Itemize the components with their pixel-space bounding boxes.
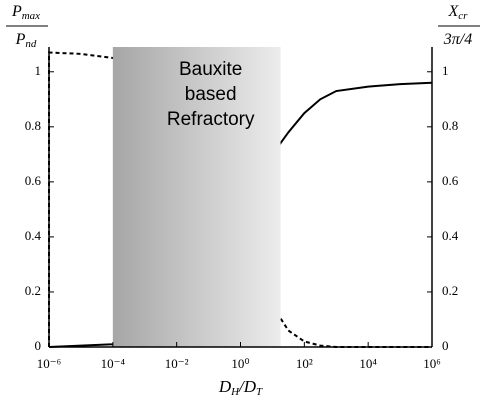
y-label-denominator-part: P — [15, 31, 26, 48]
y-label-numerator-part: max — [22, 10, 40, 22]
x-tick-label: 10⁻⁴ — [101, 356, 126, 371]
x-label-part: T — [256, 386, 263, 398]
annotation: Refractory — [167, 109, 255, 130]
y-label-numerator: Pmax — [11, 3, 40, 22]
y-label-denominator-part: nd — [25, 38, 37, 50]
y2-label-denominator-part: 3π/4 — [443, 31, 472, 48]
y2-label-denominator: 3π/4 — [443, 31, 472, 48]
y-label-numerator-part: P — [11, 3, 22, 20]
x-tick-label: 10⁻⁶ — [37, 356, 61, 371]
x-label-part: D — [218, 377, 232, 396]
y2-label-numerator-part: cr — [458, 10, 468, 22]
y-tick-label: 0.4 — [25, 228, 42, 243]
y2-label-numerator: Xcr — [448, 3, 469, 22]
x-label-part: H — [230, 386, 240, 398]
y2-tick-label: 0 — [442, 338, 449, 353]
x-tick-label: 10⁶ — [423, 356, 441, 371]
y-tick-label: 0.6 — [25, 173, 42, 188]
y2-tick-label: 1 — [442, 63, 449, 78]
x-tick-label: 10² — [296, 356, 313, 371]
x-label: DH/DT — [218, 377, 263, 398]
annotation: Bauxite — [179, 59, 242, 80]
y-tick-label: 1 — [35, 63, 42, 78]
x-tick-label: 10⁻² — [165, 356, 189, 371]
x-tick-label: 10⁴ — [359, 356, 377, 371]
annotation: based — [185, 84, 237, 105]
y2-tick-label: 0.2 — [442, 283, 458, 298]
y-tick-label: 0 — [35, 338, 42, 353]
y2-tick-label: 0.8 — [442, 118, 458, 133]
y-tick-label: 0.8 — [25, 118, 41, 133]
highlight-region — [112, 47, 281, 347]
y-tick-label: 0.2 — [25, 283, 41, 298]
y-label-denominator: Pnd — [15, 31, 37, 50]
x-label-part: /D — [238, 377, 257, 396]
x-tick-label: 10⁰ — [231, 356, 249, 371]
y2-tick-label: 0.4 — [442, 228, 459, 243]
y2-tick-label: 0.6 — [442, 173, 459, 188]
y2-label-numerator-part: X — [448, 3, 460, 20]
